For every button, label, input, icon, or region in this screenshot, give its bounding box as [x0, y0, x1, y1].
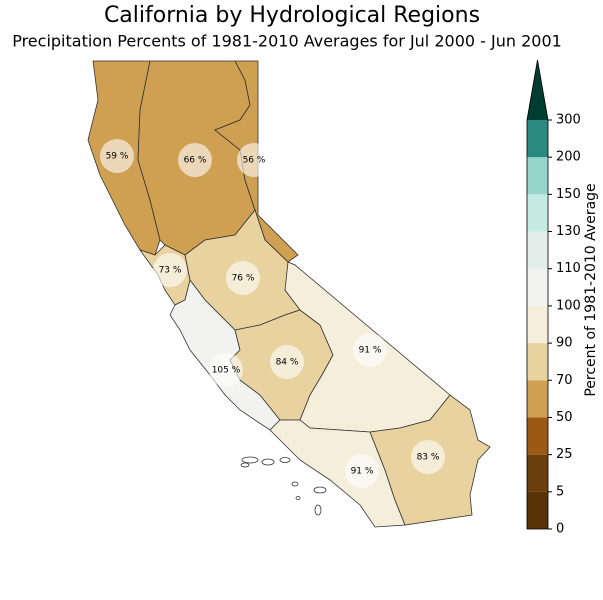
label-badge: [226, 261, 260, 295]
region-label: 73 %: [159, 266, 182, 276]
colorbar-bin: [527, 454, 548, 492]
islands: [240, 456, 327, 516]
region-label: 84 %: [276, 358, 299, 368]
label-badge: [411, 440, 445, 474]
colorbar-bin: [527, 194, 548, 232]
colorbar-outline: [526, 59, 549, 530]
colorbar-tick-label: 100: [556, 298, 581, 313]
colorbar-bin: [527, 380, 548, 418]
region-label: 59 %: [106, 152, 129, 162]
label-badge: [237, 143, 271, 177]
colorbar-tick-label: 130: [556, 224, 581, 239]
region-label: 91 %: [351, 467, 374, 477]
colorbar-tick-label: 5: [556, 484, 564, 499]
colorbar-bin: [527, 491, 548, 529]
region-label: 91 %: [359, 346, 382, 356]
label-badge: [345, 454, 379, 488]
colorbar-tick-label: 200: [556, 150, 581, 165]
colorbar-tick-label: 50: [556, 410, 573, 425]
colorbar-label: Percent of 1981-2010 Average: [583, 183, 599, 396]
label-badge: [153, 253, 187, 287]
colorbar-bin: [527, 343, 548, 381]
label-badge: [100, 139, 134, 173]
region-label: 105 %: [212, 366, 241, 376]
label-badge: [178, 143, 212, 177]
region-label: 83 %: [417, 453, 440, 463]
label-badge: [270, 345, 304, 379]
colorbar-extension: [527, 60, 548, 120]
colorbar-tick-label: 300: [556, 113, 581, 128]
title: California by Hydrological Regions: [104, 3, 480, 28]
region-label: 76 %: [232, 274, 255, 284]
colorbar-tick-label: 70: [556, 373, 573, 388]
colorbar-bin: [527, 157, 548, 195]
colorbar: 0 5 25 50 70 90 100 110 130 150 200 300: [526, 59, 581, 537]
colorbar-tick-label: 0: [556, 522, 564, 537]
colorbar-bin: [527, 120, 548, 158]
colorbar-bin: [527, 268, 548, 306]
label-badge: [209, 353, 243, 387]
colorbar-tick-label: 150: [556, 187, 581, 202]
colorbar-bin: [527, 417, 548, 455]
region-label: 56 %: [243, 156, 266, 166]
colorbar-bin: [527, 231, 548, 269]
colorbar-tick-label: 90: [556, 336, 573, 351]
region-labels: 59 % 66 % 56 % 73 % 76 % 105 % 84 % 91 % 91 % 83 …: [100, 139, 445, 488]
subtitle: Precipitation Percents of 1981-2010 Aver…: [12, 32, 562, 51]
colorbar-tick-label: 25: [556, 447, 573, 462]
region-label: 66 %: [184, 156, 207, 166]
colorbar-tick-label: 110: [556, 261, 581, 276]
label-badge: [353, 333, 387, 367]
colorbar-bin: [527, 305, 548, 344]
